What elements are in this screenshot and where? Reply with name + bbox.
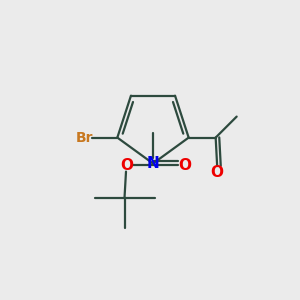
Text: N: N xyxy=(147,156,159,171)
Text: O: O xyxy=(178,158,192,172)
Text: Br: Br xyxy=(76,130,93,145)
Text: O: O xyxy=(211,165,224,180)
Text: O: O xyxy=(120,158,134,172)
